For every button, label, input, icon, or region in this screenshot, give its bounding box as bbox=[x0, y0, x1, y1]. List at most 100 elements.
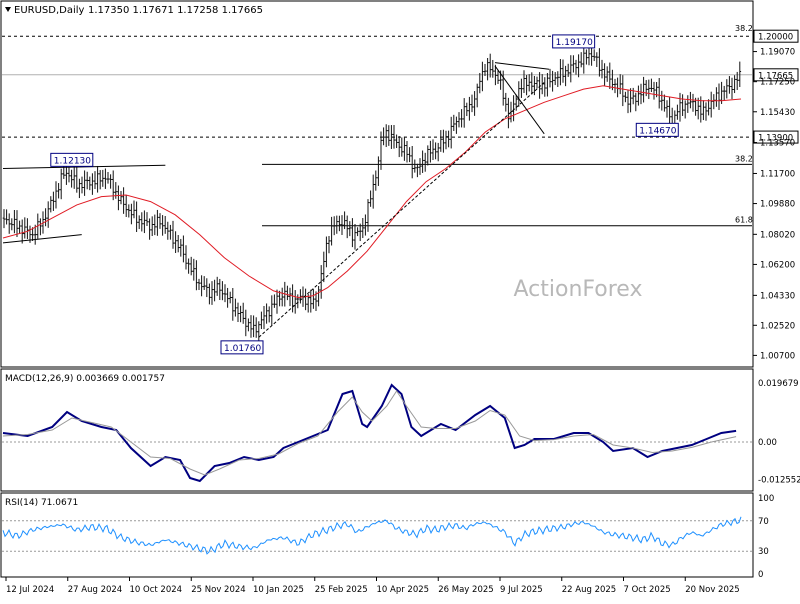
ohlc-bar bbox=[681, 94, 684, 116]
ohlc-bar bbox=[221, 281, 224, 301]
ohlc-bar bbox=[423, 152, 427, 172]
ohlc-bar bbox=[174, 231, 177, 254]
current-price-label: 1.17665 bbox=[758, 71, 793, 81]
ohlc-bar bbox=[156, 209, 159, 236]
ohlc-bar bbox=[447, 130, 450, 148]
ohlc-bar bbox=[379, 131, 383, 170]
ohlc-bar bbox=[556, 71, 560, 88]
ohlc-bar bbox=[153, 214, 157, 236]
ohlc-bar bbox=[436, 142, 440, 162]
ohlc-bar bbox=[470, 94, 474, 113]
ohlc-bar bbox=[85, 171, 89, 190]
ohlc-bar bbox=[691, 93, 695, 112]
ohlc-bar bbox=[83, 170, 86, 196]
ohlc-bar bbox=[358, 223, 362, 242]
ohlc-bar bbox=[166, 221, 170, 240]
ohlc-bar bbox=[286, 285, 289, 301]
ohlc-bar bbox=[449, 116, 453, 149]
macd-tick-label: 0.019679 bbox=[758, 379, 799, 389]
ohlc-bar bbox=[611, 69, 614, 91]
ohlc-bar bbox=[143, 210, 146, 234]
price-annotation: 1.14670 bbox=[635, 122, 679, 137]
ohlc-bar bbox=[533, 75, 536, 96]
ohlc-bar bbox=[161, 215, 164, 236]
ohlc-bar bbox=[377, 156, 380, 186]
ohlc-bar bbox=[535, 76, 539, 89]
ohlc-bar bbox=[130, 203, 133, 225]
collapse-arrow-icon[interactable] bbox=[5, 7, 11, 12]
ohlc-bar bbox=[353, 223, 357, 250]
ohlc-bar bbox=[330, 216, 333, 246]
ohlc-bar bbox=[621, 75, 625, 107]
time-tick-label: 27 Aug 2024 bbox=[68, 585, 122, 595]
ohlc-bar bbox=[44, 208, 47, 227]
ohlc-bar bbox=[109, 174, 112, 189]
ohlc-bar bbox=[189, 256, 193, 276]
ohlc-bar bbox=[23, 217, 27, 239]
ohlc-bar bbox=[475, 83, 479, 108]
ohlc-bar bbox=[226, 287, 229, 308]
ohlc-bar bbox=[392, 125, 396, 149]
price-annotation: 1.01760 bbox=[220, 340, 264, 355]
ohlc-bar bbox=[215, 276, 219, 296]
ohlc-bar bbox=[247, 318, 250, 332]
ohlc-bar bbox=[522, 70, 526, 94]
ohlc-bar bbox=[338, 215, 341, 232]
ohlc-bar bbox=[270, 295, 274, 326]
ohlc-bar bbox=[213, 279, 216, 302]
ohlc-bar bbox=[421, 150, 424, 173]
ohlc-bar bbox=[236, 302, 240, 322]
ohlc-bar bbox=[59, 168, 63, 200]
time-tick-label: 20 Nov 2025 bbox=[685, 585, 739, 595]
ohlc-bar bbox=[650, 78, 653, 93]
ohlc-bar bbox=[730, 77, 734, 100]
ohlc-bar bbox=[668, 96, 671, 124]
ohlc-bar bbox=[197, 278, 201, 291]
ohlc-bar bbox=[96, 165, 99, 193]
ohlc-bar bbox=[403, 136, 406, 161]
ohlc-bar bbox=[637, 85, 640, 106]
ohlc-bar bbox=[322, 251, 326, 283]
trendline-lower bbox=[2, 234, 82, 244]
ohlc-bar bbox=[413, 159, 417, 173]
price-tick-label: 1.11700 bbox=[760, 169, 795, 179]
ohlc-bar bbox=[335, 215, 339, 234]
ohlc-bar bbox=[595, 52, 599, 67]
macd-title: MACD(12,26,9) 0.003669 0.001757 bbox=[5, 374, 165, 384]
ohlc-bar bbox=[408, 147, 411, 163]
price-tick-label: 1.17250 bbox=[760, 78, 795, 88]
ohlc-bar bbox=[577, 54, 580, 78]
ohlc-bar bbox=[494, 64, 497, 86]
ohlc-bar bbox=[676, 104, 679, 120]
ohlc-bar bbox=[605, 66, 609, 82]
ohlc-bar bbox=[182, 235, 185, 263]
ohlc-bar bbox=[468, 96, 471, 121]
rsi-tick-label: 100 bbox=[758, 494, 774, 504]
ohlc-bar bbox=[98, 170, 102, 190]
ohlc-bar bbox=[530, 72, 534, 95]
ohlc-bar bbox=[223, 284, 227, 303]
ohlc-bar bbox=[418, 158, 422, 175]
ohlc-bar bbox=[88, 176, 92, 191]
price-tick-label: 1.02520 bbox=[760, 321, 795, 331]
ohlc-bar bbox=[491, 59, 495, 78]
rsi-tick-label: 30 bbox=[758, 547, 769, 557]
time-tick-label: 26 May 2025 bbox=[438, 585, 493, 595]
ohlc-bar bbox=[735, 71, 739, 90]
ohlc-bar bbox=[200, 275, 203, 297]
ohlc-bar bbox=[148, 218, 151, 240]
channel-drop bbox=[494, 65, 545, 135]
ohlc-bar bbox=[683, 100, 687, 119]
ohlc-bar bbox=[397, 136, 401, 158]
ohlc-bar bbox=[626, 89, 630, 114]
ohlc-bar bbox=[70, 169, 73, 188]
time-tick-label: 10 Jan 2025 bbox=[253, 585, 304, 595]
ohlc-bar bbox=[442, 129, 445, 153]
watermark: ActionForex bbox=[514, 277, 643, 302]
price-tick-label: 1.00700 bbox=[760, 351, 795, 361]
ohlc-bar bbox=[13, 209, 16, 234]
ohlc-bar bbox=[192, 258, 196, 281]
ohlc-bar bbox=[709, 91, 713, 118]
ohlc-bar bbox=[434, 142, 437, 160]
ohlc-bar bbox=[332, 216, 336, 236]
